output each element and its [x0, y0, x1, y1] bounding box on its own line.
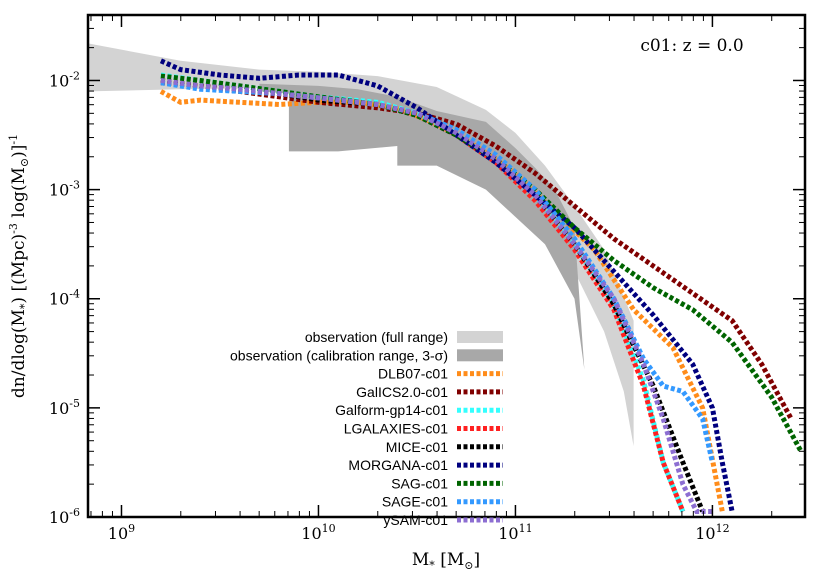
y-tick-label: 10-5 — [49, 397, 80, 418]
plot-frame — [86, 13, 807, 519]
series-line-ysam-c01 — [160, 78, 713, 514]
legend-label: ySAM-c01 — [383, 512, 448, 528]
legend-label: SAGE-c01 — [382, 494, 448, 510]
y-tick-label: 10-2 — [49, 69, 80, 90]
legend-swatch-observation-full-range — [457, 331, 503, 343]
legend-label: SAG-c01 — [391, 475, 448, 491]
x-tick-label: 1011 — [498, 522, 532, 543]
y-tick-label: 10-6 — [49, 506, 80, 527]
x-tick-label: 109 — [108, 522, 135, 543]
legend-label: Galform-gp14-c01 — [335, 402, 448, 418]
band-observation-calibration-range-3 — [259, 83, 585, 370]
legend-label: MICE-c01 — [386, 439, 448, 455]
legend-label: GalICS2.0-c01 — [356, 384, 448, 400]
y-axis-label: dn/dlog(M*) [(Mpc)-3 log(M⊙)]-1 — [7, 134, 31, 398]
y-tick-label: 10-4 — [49, 288, 80, 309]
legend-label: MORGANA-c01 — [348, 457, 448, 473]
chart-annotation: c01: z = 0.0 — [640, 36, 743, 56]
series-line-sag-c01 — [160, 73, 804, 453]
model-series — [159, 58, 804, 514]
legend-label: observation (full range) — [305, 329, 448, 345]
legend-label: DLB07-c01 — [378, 366, 448, 382]
x-axis-label: M* [M⊙] — [412, 550, 480, 572]
x-tick-label: 1012 — [695, 522, 729, 543]
x-tick-label: 1010 — [301, 522, 335, 543]
observation-bands — [88, 43, 634, 447]
legend-label: observation (calibration range, 3-σ) — [230, 347, 448, 363]
legend-swatch-observation-calibration-range-3 — [457, 349, 503, 362]
series-line-morgana-c01 — [159, 58, 735, 512]
legend-label: LGALAXIES-c01 — [344, 421, 448, 437]
legend: observation (full range) observation (cal… — [230, 329, 503, 528]
y-tick-label: 10-3 — [49, 179, 80, 200]
